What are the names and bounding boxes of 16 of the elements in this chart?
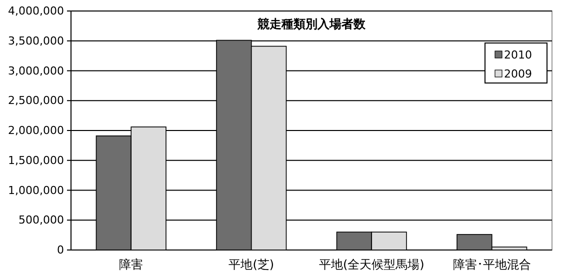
legend-label: 2010 xyxy=(504,48,532,62)
y-tick-label: 1,500,000 xyxy=(8,154,64,167)
y-tick-label: 4,000,000 xyxy=(8,4,64,18)
y-tick-label: 3,500,000 xyxy=(8,34,64,48)
legend-label: 2009 xyxy=(504,68,532,80)
y-tick-label: 1,000,000 xyxy=(8,184,64,197)
x-tick-label: 障害･平地混合 xyxy=(452,258,531,272)
x-tick-label: 平地(全天候型馬場) xyxy=(318,258,424,272)
y-tick-label: 500,000 xyxy=(18,214,64,227)
y-tick-label: 3,000,000 xyxy=(8,64,64,78)
y-tick-label: 0 xyxy=(57,244,64,257)
x-tick-label: 障害 xyxy=(119,258,144,272)
x-tick-label: 平地(芝) xyxy=(228,258,274,272)
text: 競走種類別入場者数 xyxy=(256,17,366,31)
y-tick-label: 2,000,000 xyxy=(8,124,64,138)
y-tick-label: 2,500,000 xyxy=(8,94,64,108)
